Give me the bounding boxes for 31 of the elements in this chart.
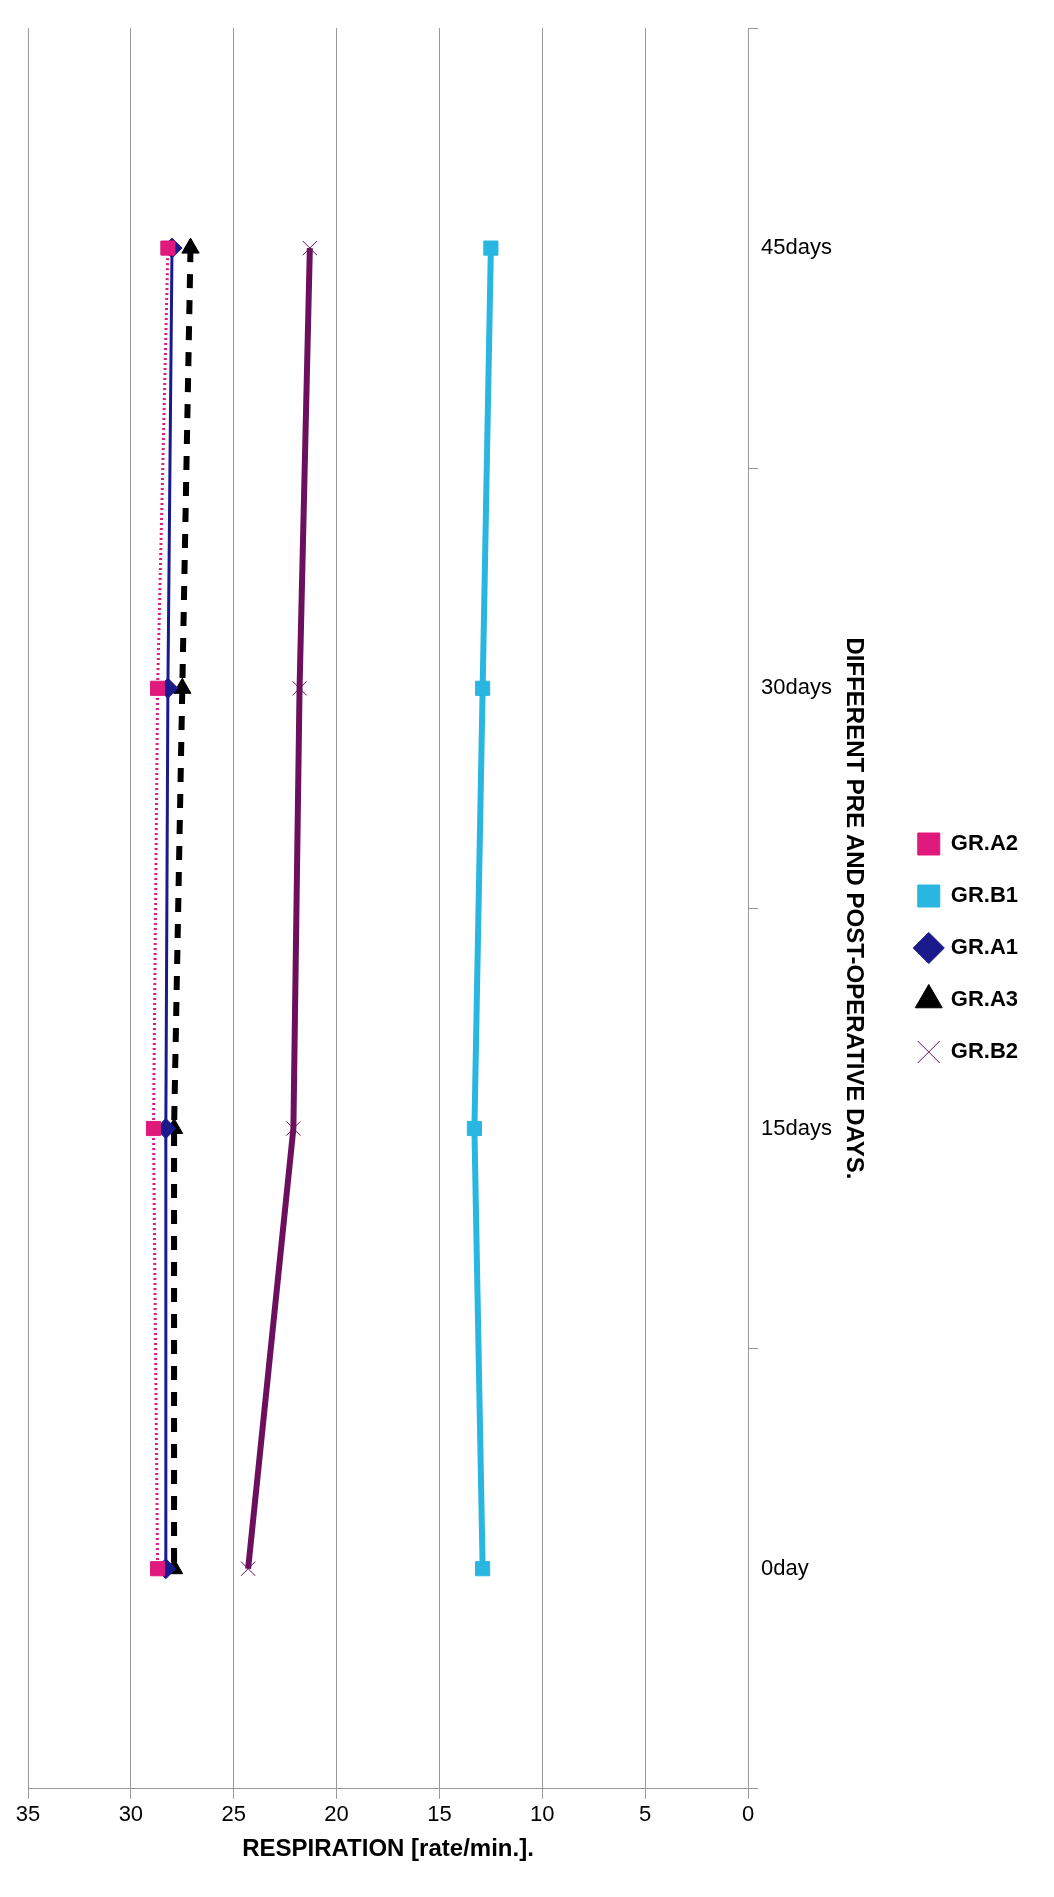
point	[475, 680, 491, 696]
legend-label: GR.A1	[950, 934, 1019, 960]
point	[240, 1561, 256, 1577]
y-tick-label: 30days	[761, 674, 832, 700]
point	[475, 1561, 491, 1577]
y-tick-label: 0day	[761, 1554, 809, 1580]
x-tick-label: 20	[324, 1801, 349, 1827]
point	[145, 1120, 162, 1137]
point	[483, 240, 499, 256]
x-tick-label: 30	[118, 1801, 144, 1827]
point	[291, 680, 308, 696]
legend-label: GR.A3	[950, 986, 1019, 1012]
y-tick-label: 15days	[761, 1114, 832, 1140]
point	[150, 680, 166, 696]
point	[160, 240, 176, 256]
point	[302, 240, 318, 256]
x-axis-title: RESPIRATION [rate/min.].	[242, 1834, 534, 1862]
legend-label: GR.B1	[950, 882, 1019, 908]
y-axis-title: DIFFERENT PRE AND POST-OPERATIVE DAYS.	[841, 637, 869, 1180]
point	[150, 1561, 166, 1577]
y-tick-label: 45days	[761, 234, 832, 260]
x-tick-label: 0	[741, 1801, 755, 1827]
point	[466, 1120, 482, 1137]
x-tick-label: 10	[530, 1801, 555, 1827]
x-tick-label: 5	[639, 1801, 652, 1827]
legend-label: GR.B2	[950, 1038, 1019, 1064]
legend-label: GR.A2	[950, 830, 1019, 856]
x-tick-label: 35	[15, 1801, 41, 1827]
x-tick-label: 25	[221, 1801, 246, 1827]
point	[285, 1120, 301, 1137]
x-tick-label: 15	[427, 1801, 452, 1827]
